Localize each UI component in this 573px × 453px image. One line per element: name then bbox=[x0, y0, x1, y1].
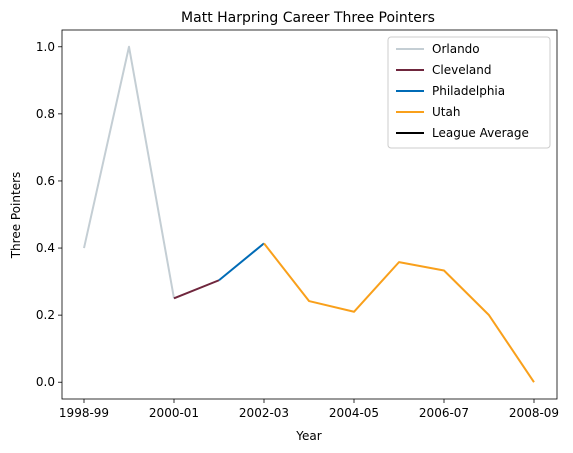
series-line-orlando bbox=[83, 45, 175, 299]
x-axis-label: Year bbox=[295, 429, 321, 443]
x-tick-label: 2004-05 bbox=[329, 406, 379, 420]
legend-label-orlando: Orlando bbox=[432, 42, 480, 56]
y-tick-label: 0.2 bbox=[36, 308, 55, 322]
y-tick-label: 0.0 bbox=[36, 375, 55, 389]
legend: Orlando Cleveland Philadelphia Utah League A… bbox=[387, 36, 551, 149]
y-tick-label: 0.6 bbox=[36, 174, 55, 188]
legend-label-league-average: League Average bbox=[432, 126, 529, 140]
y-axis: 0.0 0.2 0.4 0.6 0.8 1.0 bbox=[36, 40, 62, 389]
x-tick-label: 1998-99 bbox=[59, 406, 109, 420]
y-axis-label: Three Pointers bbox=[9, 172, 23, 260]
x-axis: 1998-99 2000-01 2002-03 2004-05 2006-07 2008-… bbox=[59, 399, 559, 420]
series-line-utah bbox=[263, 242, 535, 383]
series-line-philadelphia bbox=[218, 242, 265, 282]
y-tick-label: 1.0 bbox=[36, 40, 55, 54]
legend-label-cleveland: Cleveland bbox=[432, 63, 492, 77]
legend-label-philadelphia: Philadelphia bbox=[432, 84, 505, 98]
chart-title: Matt Harpring Career Three Pointers bbox=[181, 10, 435, 26]
y-tick-label: 0.4 bbox=[36, 241, 55, 255]
series-lines bbox=[83, 45, 535, 383]
x-tick-label: 2006-07 bbox=[419, 406, 469, 420]
x-tick-label: 2000-01 bbox=[149, 406, 199, 420]
legend-box bbox=[387, 36, 551, 149]
x-tick-label: 2002-03 bbox=[239, 406, 289, 420]
series-line-cleveland bbox=[173, 279, 220, 300]
y-tick-label: 0.8 bbox=[36, 107, 55, 121]
x-tick-label: 2008-09 bbox=[509, 406, 559, 420]
legend-label-utah: Utah bbox=[432, 105, 460, 119]
